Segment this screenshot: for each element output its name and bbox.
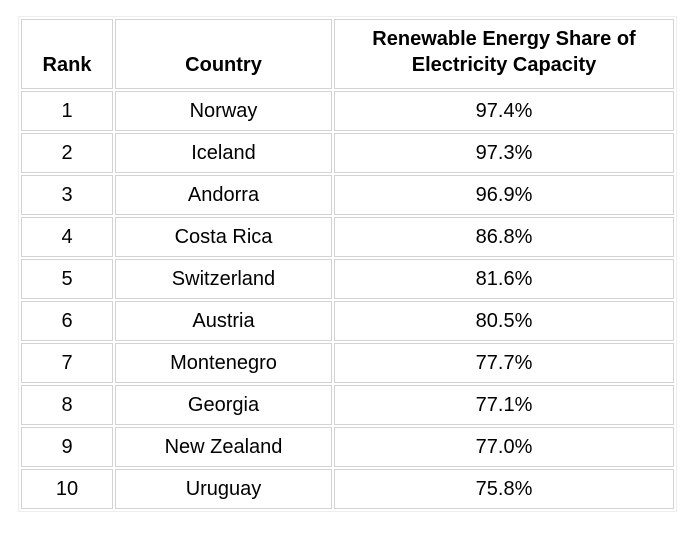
share-cell: 96.9% bbox=[334, 175, 674, 215]
country-cell: Austria bbox=[115, 301, 332, 341]
rank-cell: 2 bbox=[21, 133, 113, 173]
share-cell: 86.8% bbox=[334, 217, 674, 257]
country-cell: Montenegro bbox=[115, 343, 332, 383]
country-cell: Switzerland bbox=[115, 259, 332, 299]
column-header-rank: Rank bbox=[21, 19, 113, 89]
rank-cell: 4 bbox=[21, 217, 113, 257]
share-cell: 80.5% bbox=[334, 301, 674, 341]
country-cell: Andorra bbox=[115, 175, 332, 215]
rank-cell: 6 bbox=[21, 301, 113, 341]
rank-cell: 7 bbox=[21, 343, 113, 383]
country-cell: Georgia bbox=[115, 385, 332, 425]
table-row: 9 New Zealand 77.0% bbox=[21, 427, 674, 467]
rank-cell: 5 bbox=[21, 259, 113, 299]
country-cell: Uruguay bbox=[115, 469, 332, 509]
rank-cell: 3 bbox=[21, 175, 113, 215]
country-cell: New Zealand bbox=[115, 427, 332, 467]
share-cell: 77.7% bbox=[334, 343, 674, 383]
column-header-country: Country bbox=[115, 19, 332, 89]
table-row: 5 Switzerland 81.6% bbox=[21, 259, 674, 299]
country-cell: Iceland bbox=[115, 133, 332, 173]
table-header-row: Rank Country Renewable Energy Share of E… bbox=[21, 19, 674, 89]
share-cell: 97.4% bbox=[334, 91, 674, 131]
share-cell: 81.6% bbox=[334, 259, 674, 299]
share-cell: 75.8% bbox=[334, 469, 674, 509]
rank-cell: 8 bbox=[21, 385, 113, 425]
share-cell: 77.0% bbox=[334, 427, 674, 467]
table-row: 3 Andorra 96.9% bbox=[21, 175, 674, 215]
share-cell: 77.1% bbox=[334, 385, 674, 425]
table-row: 2 Iceland 97.3% bbox=[21, 133, 674, 173]
rank-cell: 9 bbox=[21, 427, 113, 467]
rank-cell: 10 bbox=[21, 469, 113, 509]
country-cell: Costa Rica bbox=[115, 217, 332, 257]
rank-cell: 1 bbox=[21, 91, 113, 131]
table-row: 4 Costa Rica 86.8% bbox=[21, 217, 674, 257]
share-cell: 97.3% bbox=[334, 133, 674, 173]
table-row: 10 Uruguay 75.8% bbox=[21, 469, 674, 509]
column-header-share: Renewable Energy Share of Electricity Ca… bbox=[334, 19, 674, 89]
country-cell: Norway bbox=[115, 91, 332, 131]
renewable-energy-ranking-table: Rank Country Renewable Energy Share of E… bbox=[18, 16, 677, 512]
table-row: 7 Montenegro 77.7% bbox=[21, 343, 674, 383]
table-row: 8 Georgia 77.1% bbox=[21, 385, 674, 425]
table-row: 6 Austria 80.5% bbox=[21, 301, 674, 341]
table-row: 1 Norway 97.4% bbox=[21, 91, 674, 131]
